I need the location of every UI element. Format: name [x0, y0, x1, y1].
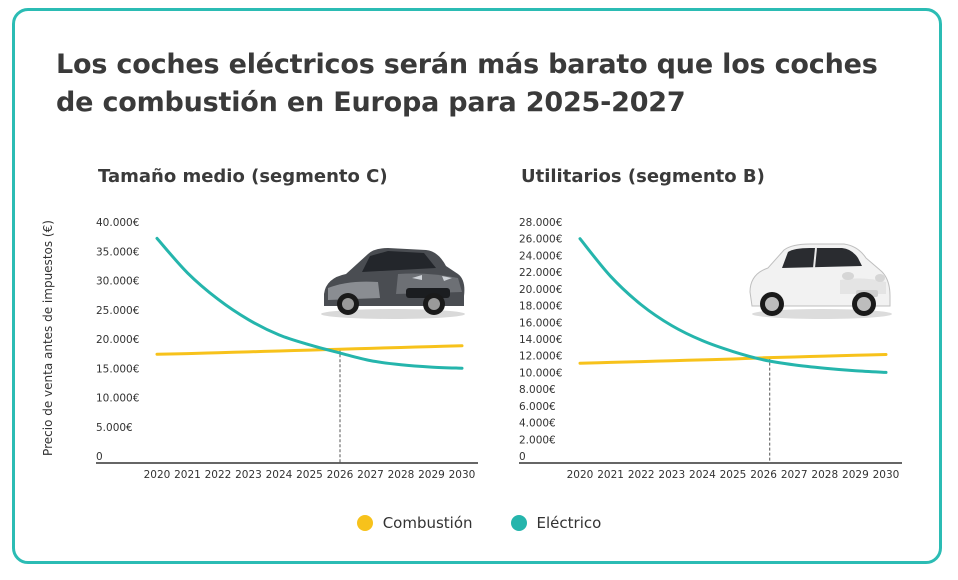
x-tick-label: 2027 [357, 469, 384, 481]
y-tick-label: 26.000€ [519, 234, 562, 246]
x-tick-label: 2022 [628, 469, 655, 481]
x-tick-label: 2029 [842, 469, 869, 481]
series-line-electrico [578, 237, 888, 374]
car-image-segment-c [321, 248, 465, 319]
x-tick-label: 2030 [449, 469, 476, 481]
y-tick-label: 10.000€ [96, 393, 139, 405]
y-tick-label: 4.000€ [519, 418, 556, 430]
x-tick-label: 2025 [296, 469, 323, 481]
x-tick-label: 2030 [873, 469, 900, 481]
y-tick-label: 20.000€ [519, 284, 562, 296]
x-tick-label: 2027 [781, 469, 808, 481]
y-tick-label: 10.000€ [519, 367, 562, 379]
y-tick-label: 20.000€ [96, 334, 139, 346]
x-tick-label: 2020 [144, 469, 171, 481]
car-image-segment-b [749, 243, 892, 319]
legend-dot-electric [510, 515, 527, 531]
y-tick-label: 0 [519, 451, 526, 463]
legend-label-combustion: Combustión [382, 514, 473, 532]
y-tick-label: 22.000€ [519, 267, 562, 279]
y-tick-label: 18.000€ [519, 301, 562, 313]
y-tick-label: 8.000€ [519, 384, 556, 396]
series-line-electrico [155, 236, 464, 370]
x-tick-label: 2023 [658, 469, 685, 481]
legend-label-electric: Eléctrico [536, 514, 602, 532]
y-tick-label: 2.000€ [519, 434, 556, 446]
x-tick-label: 2021 [174, 469, 201, 481]
y-tick-label: 14.000€ [519, 334, 562, 346]
x-tick-label: 2028 [388, 469, 415, 481]
x-tick-label: 2022 [205, 469, 232, 481]
series-line-combustion [155, 344, 464, 356]
y-tick-label: 24.000€ [519, 250, 562, 262]
chart-title-segment-c: Tamaño medio (segmento C) [98, 166, 388, 187]
x-tick-label: 2024 [689, 469, 716, 481]
y-tick-label: 28.000€ [519, 217, 562, 229]
y-tick-label: 6.000€ [519, 401, 556, 413]
x-tick-label: 2021 [597, 469, 624, 481]
legend: Combustión Eléctrico [0, 514, 958, 532]
legend-dot-combustion [356, 515, 373, 531]
y-tick-label: 16.000€ [519, 317, 562, 329]
x-tick-label: 2020 [567, 469, 594, 481]
x-tick-label: 2025 [720, 469, 747, 481]
y-tick-label: 40.000€ [96, 217, 139, 229]
x-tick-label: 2026 [750, 469, 777, 481]
legend-item-electric: Eléctrico [510, 514, 602, 532]
x-tick-label: 2023 [235, 469, 262, 481]
x-tick-label: 2029 [418, 469, 445, 481]
series-line-combustion [578, 352, 888, 365]
main-title: Los coches eléctricos serán más barato q… [56, 49, 878, 118]
y-tick-label: 30.000€ [96, 276, 139, 288]
x-tick-label: 2026 [327, 469, 354, 481]
y-tick-label: 35.000€ [96, 246, 139, 258]
chart-title-segment-b: Utilitarios (segmento B) [521, 166, 765, 187]
legend-item-combustion: Combustión [356, 514, 473, 532]
x-tick-label: 2024 [266, 469, 293, 481]
y-tick-label: 12.000€ [519, 351, 562, 363]
y-tick-label: 25.000€ [96, 305, 139, 317]
y-tick-label: 5.000€ [96, 422, 133, 434]
x-tick-label: 2028 [811, 469, 838, 481]
y-tick-label: 0 [96, 451, 103, 463]
y-tick-label: 15.000€ [96, 363, 139, 375]
